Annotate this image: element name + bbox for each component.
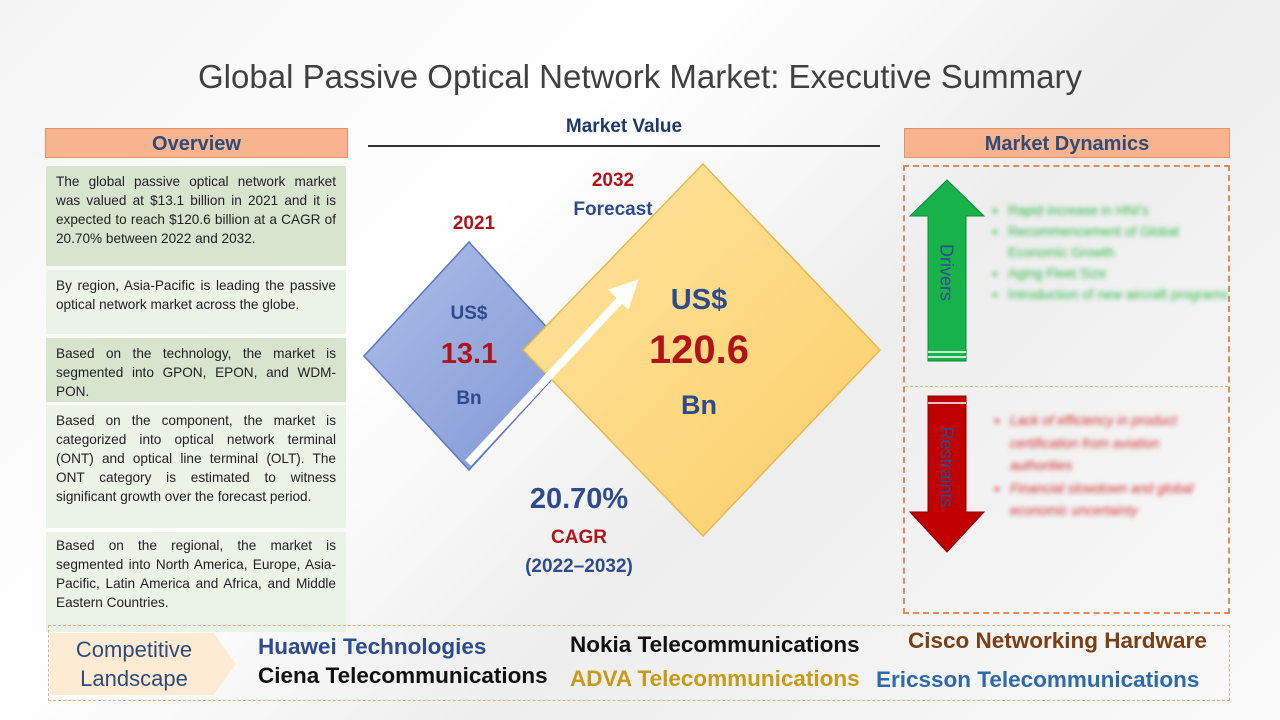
value-2021-amount: 13.1 — [440, 338, 498, 370]
cagr-value: 20.70% — [529, 483, 629, 515]
year-2021-label: 2021 — [452, 213, 496, 234]
company-nokia: Nokia Telecommunications — [570, 632, 860, 657]
company-ericsson: Ericsson Telecommunications — [876, 667, 1200, 692]
company-cisco: Cisco Networking Hardware — [908, 628, 1207, 653]
drivers-arrow-icon — [908, 179, 986, 362]
growth-arrow-shaft — [465, 295, 625, 466]
drivers-label: Drivers — [936, 244, 957, 301]
company-adva: ADVA Telecommunications — [570, 666, 860, 691]
value-2032-currency: US$ — [670, 284, 728, 316]
company-ciena: Ciena Telecommunications — [258, 663, 548, 688]
market-value-header: Market Value — [565, 116, 683, 137]
company-huawei: Huawei Technologies — [258, 634, 487, 659]
value-2032-unit: Bn — [681, 390, 717, 420]
diamond-2032 — [521, 162, 882, 538]
competitive-label-line2: Landscape — [80, 666, 188, 691]
driver-item: Introduction of new aircraft programs — [1008, 284, 1228, 305]
dynamics-divider — [905, 386, 1228, 387]
market-dynamics-panel — [903, 165, 1230, 614]
year-2032-label: 2032 — [591, 170, 635, 191]
market-dynamics-header: Market Dynamics — [904, 128, 1230, 158]
overview-paragraph-4: Based on the component, the market is ca… — [46, 405, 346, 528]
forecast-label: Forecast — [573, 199, 653, 220]
value-2032-amount: 120.6 — [648, 328, 750, 372]
page-title: Global Passive Optical Network Market: E… — [198, 58, 1082, 95]
competitive-landscape-panel — [48, 625, 1230, 701]
overview-paragraph-5: Based on the regional, the market is seg… — [46, 532, 346, 632]
cagr-label: CAGR — [551, 527, 607, 548]
overview-paragraph-3: Based on the technology, the market is s… — [46, 338, 346, 402]
growth-arrow-head — [608, 279, 639, 310]
restraints-label: Restraints — [936, 426, 957, 508]
driver-item: Aging Fleet Size — [1008, 263, 1228, 284]
value-2021-currency: US$ — [450, 303, 488, 324]
drivers-list: Rapid increase in HNI's Recommencement o… — [990, 200, 1228, 305]
overview-header: Overview — [45, 128, 348, 158]
competitive-landscape-label: Competitive Landscape — [50, 633, 236, 695]
dynamics-arrows — [908, 179, 986, 553]
value-2021-unit: Bn — [456, 388, 482, 409]
overview-paragraph-2: By region, Asia-Pacific is leading the p… — [46, 270, 346, 334]
restraint-item: Financial slowdown and global economic u… — [1010, 478, 1220, 523]
market-value-divider — [368, 145, 880, 147]
driver-item: Recommencement of Global Economic Growth — [1008, 221, 1228, 263]
diamond-2021 — [362, 240, 575, 472]
restraints-list: Lack of efficiency in product certificat… — [992, 410, 1220, 523]
competitive-label-line1: Competitive — [75, 637, 193, 662]
cagr-period: (2022–2032) — [525, 556, 633, 577]
overview-paragraph-1: The global passive optical network marke… — [46, 166, 346, 266]
market-value-diagram — [362, 162, 882, 538]
restraints-arrow-icon — [908, 395, 986, 553]
restraint-item: Lack of efficiency in product certificat… — [1010, 410, 1220, 478]
driver-item: Rapid increase in HNI's — [1008, 200, 1228, 221]
